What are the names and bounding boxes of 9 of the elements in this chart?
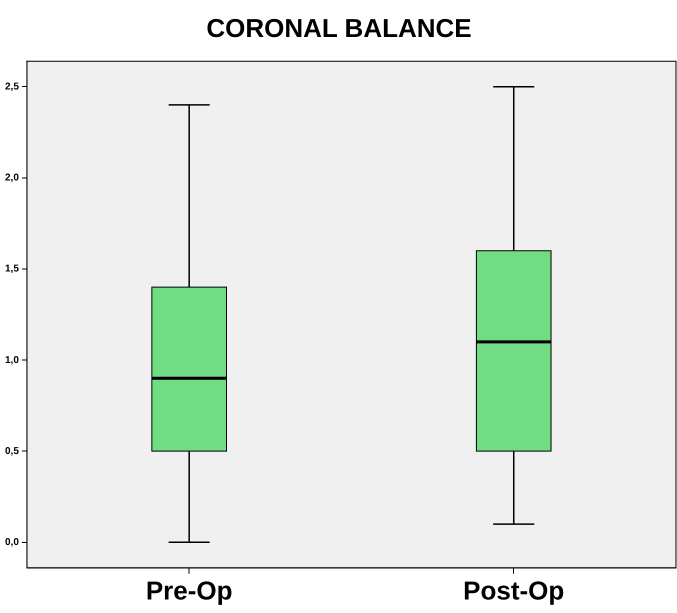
x-tick-label: Post-Op [463,576,564,606]
y-tick-label: 1,0 [4,354,20,366]
y-tick-label: 0,5 [4,446,20,457]
y-tick-label: 2,5 [4,81,20,92]
chart-title: CORONAL BALANCE [206,12,472,43]
y-tick-label: 0,0 [4,537,20,548]
y-tick-label: 1,5 [4,264,20,275]
x-tick-label: Pre-Op [146,576,233,606]
y-tick-label: 2,0 [4,172,20,184]
